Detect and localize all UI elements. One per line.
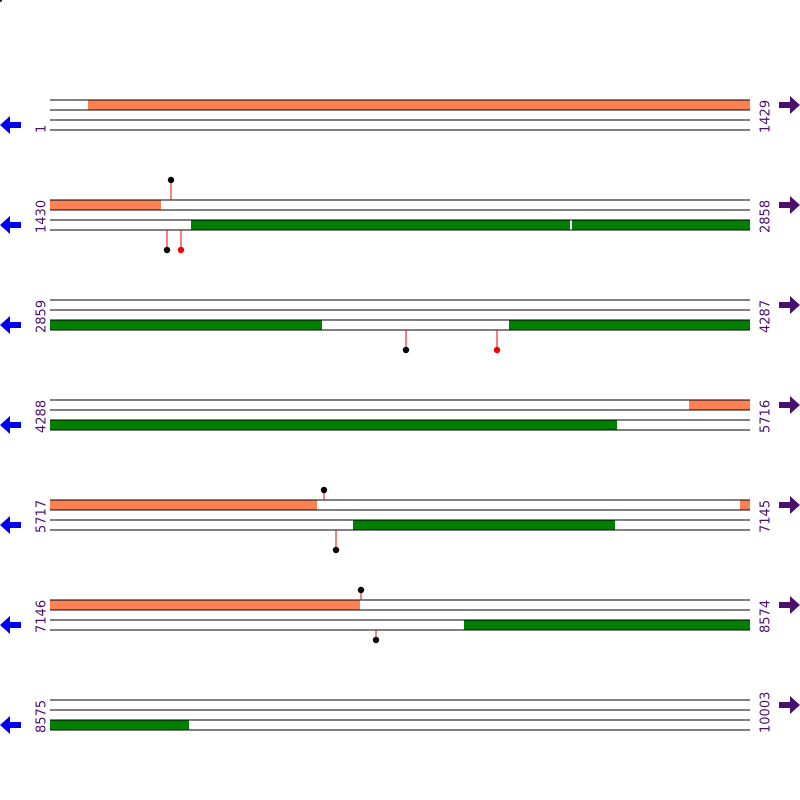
orf-block: [88, 100, 750, 110]
forward-arrow: [779, 596, 800, 614]
forward-arrow: [779, 96, 800, 114]
site-dot: [493, 346, 501, 354]
orf-block: [50, 320, 322, 330]
end-label: 2858: [759, 200, 774, 233]
start-label: 4288: [35, 400, 50, 433]
orf-block: [50, 720, 189, 730]
orf-block: [353, 520, 615, 530]
start-label: 5717: [35, 500, 50, 533]
reverse-arrow: [0, 616, 21, 634]
start-label: 1: [35, 125, 50, 133]
corner-dot: [0, 0, 2, 2]
reverse-arrow: [0, 516, 21, 534]
reverse-arrow: [0, 116, 21, 134]
site-dot: [332, 546, 340, 554]
reverse-arrow: [0, 716, 21, 734]
start-label: 7146: [35, 600, 50, 633]
end-label: 1429: [759, 100, 774, 133]
end-label: 4287: [759, 300, 774, 333]
forward-arrow: [779, 496, 800, 514]
orf-block: [509, 320, 750, 330]
site-dot: [357, 586, 365, 594]
site-dot: [177, 246, 185, 254]
orf-block: [572, 220, 750, 230]
site-dot: [167, 176, 175, 184]
site-dot: [372, 636, 380, 644]
start-label: 1430: [35, 200, 50, 233]
site-dot: [163, 246, 171, 254]
forward-arrow: [779, 196, 800, 214]
reverse-arrow: [0, 216, 21, 234]
orf-block: [689, 400, 750, 410]
start-label: 8575: [35, 700, 50, 733]
orf-block: [191, 220, 570, 230]
end-label: 10003: [759, 692, 774, 733]
end-label: 8574: [759, 600, 774, 633]
end-label: 5716: [759, 400, 774, 433]
end-label: 7145: [759, 500, 774, 533]
forward-arrow: [779, 396, 800, 414]
reverse-arrow: [0, 316, 21, 334]
orf-block: [464, 620, 750, 630]
orf-block: [50, 420, 617, 430]
orf-block: [50, 200, 161, 210]
reverse-arrow: [0, 416, 21, 434]
site-dot: [320, 486, 328, 494]
forward-arrow: [779, 296, 800, 314]
start-label: 2859: [35, 300, 50, 333]
orf-block: [50, 600, 360, 610]
orf-block: [740, 500, 750, 510]
site-dot: [402, 346, 410, 354]
forward-arrow: [779, 696, 800, 714]
orf-block: [50, 500, 317, 510]
